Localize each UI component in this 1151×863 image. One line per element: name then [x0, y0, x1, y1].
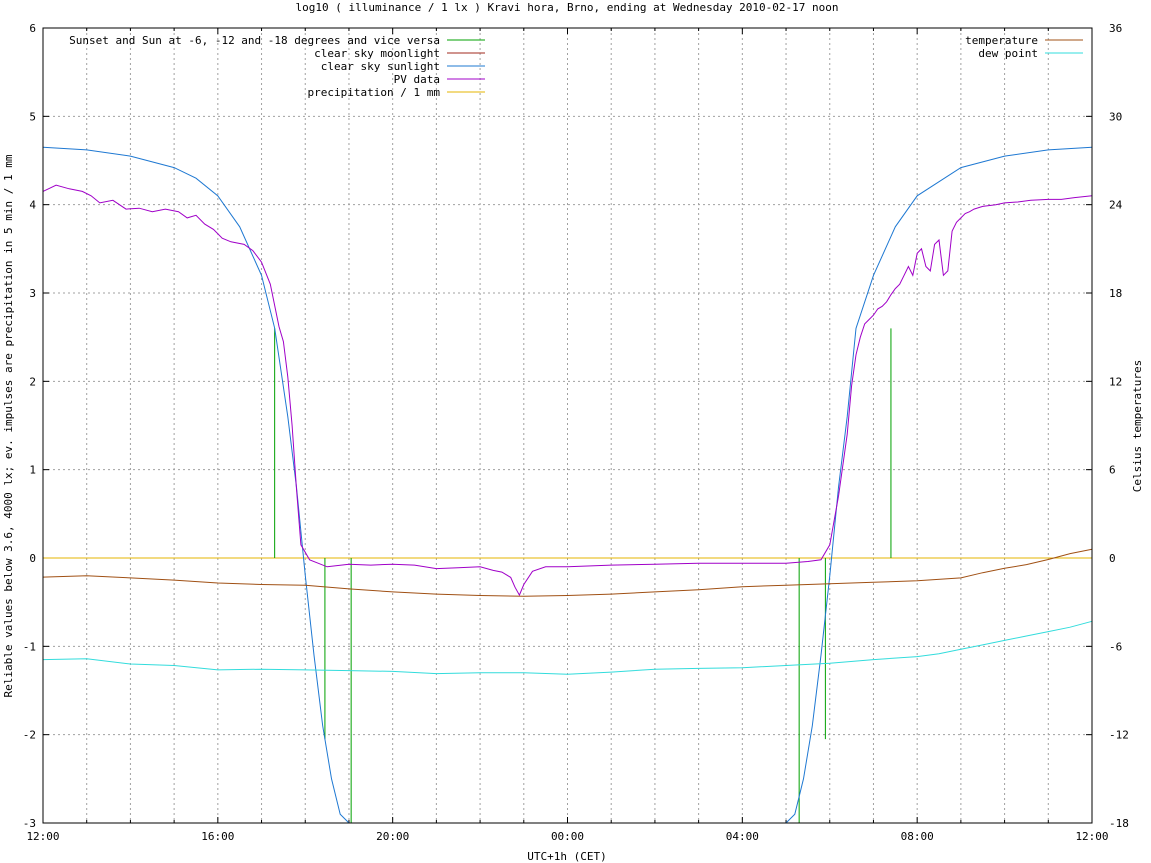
- series-line-temperature: [42, 548, 1093, 597]
- legend-label: PV data: [394, 73, 440, 86]
- y-tick-label: 0: [29, 552, 36, 565]
- y-tick-label: 4: [29, 199, 36, 212]
- legend-label: dew point: [978, 47, 1038, 60]
- y2-tick-label: -18: [1109, 817, 1129, 830]
- plot-frame: [42, 27, 1093, 824]
- legend-label: clear sky sunlight: [321, 60, 440, 73]
- x-tick-label: 20:00: [376, 830, 409, 843]
- y2-tick-label: -6: [1109, 640, 1122, 653]
- chart-title: log10 ( illuminance / 1 lx ) Kravi hora,…: [295, 1, 838, 14]
- x-tick-label: 08:00: [901, 830, 934, 843]
- axes: 12:00 16:00 20:00 00:00 04:00 08:00 12:00-3-2-…: [23, 22, 1129, 843]
- y-tick-label: 2: [29, 375, 36, 388]
- y2-tick-label: 0: [1109, 552, 1116, 565]
- legend-label: Sunset and Sun at -6, -12 and -18 degree…: [69, 34, 440, 47]
- y-tick-label: 3: [29, 287, 36, 300]
- data-series: [42, 146, 1093, 824]
- x-tick-label: 16:00: [201, 830, 234, 843]
- grid-lines: [43, 28, 1092, 823]
- y2-tick-label: 6: [1109, 464, 1116, 477]
- x-tick-label: 12:00: [1075, 830, 1108, 843]
- y2-tick-label: -12: [1109, 729, 1129, 742]
- y2-tick-label: 30: [1109, 110, 1122, 123]
- x-axis-label: UTC+1h (CET): [527, 850, 606, 863]
- x-tick-label: 04:00: [726, 830, 759, 843]
- y-tick-label: -1: [23, 640, 36, 653]
- y-tick-label: 6: [29, 22, 36, 35]
- y-tick-label: -2: [23, 729, 36, 742]
- y2-tick-label: 36: [1109, 22, 1122, 35]
- legend: Sunset and Sun at -6, -12 and -18 degree…: [69, 34, 1083, 99]
- legend-label: precipitation / 1 mm: [308, 86, 441, 99]
- series-line-dew-point: [42, 620, 1093, 675]
- y2-tick-label: 12: [1109, 375, 1122, 388]
- y2-tick-label: 24: [1109, 199, 1123, 212]
- y-tick-label: 5: [29, 110, 36, 123]
- legend-label: temperature: [965, 34, 1038, 47]
- x-tick-label: 12:00: [26, 830, 59, 843]
- y-tick-label: 1: [29, 464, 36, 477]
- y2-tick-label: 18: [1109, 287, 1122, 300]
- x-tick-label: 00:00: [551, 830, 584, 843]
- legend-label: clear sky moonlight: [314, 47, 440, 60]
- y-tick-label: -3: [23, 817, 36, 830]
- y2-axis-label: Celsius temperatures: [1131, 360, 1144, 492]
- series-line-PV-data: [42, 184, 1093, 597]
- y-axis-label: Reliable values below 3.6, 4000 lx; ev. …: [2, 154, 15, 697]
